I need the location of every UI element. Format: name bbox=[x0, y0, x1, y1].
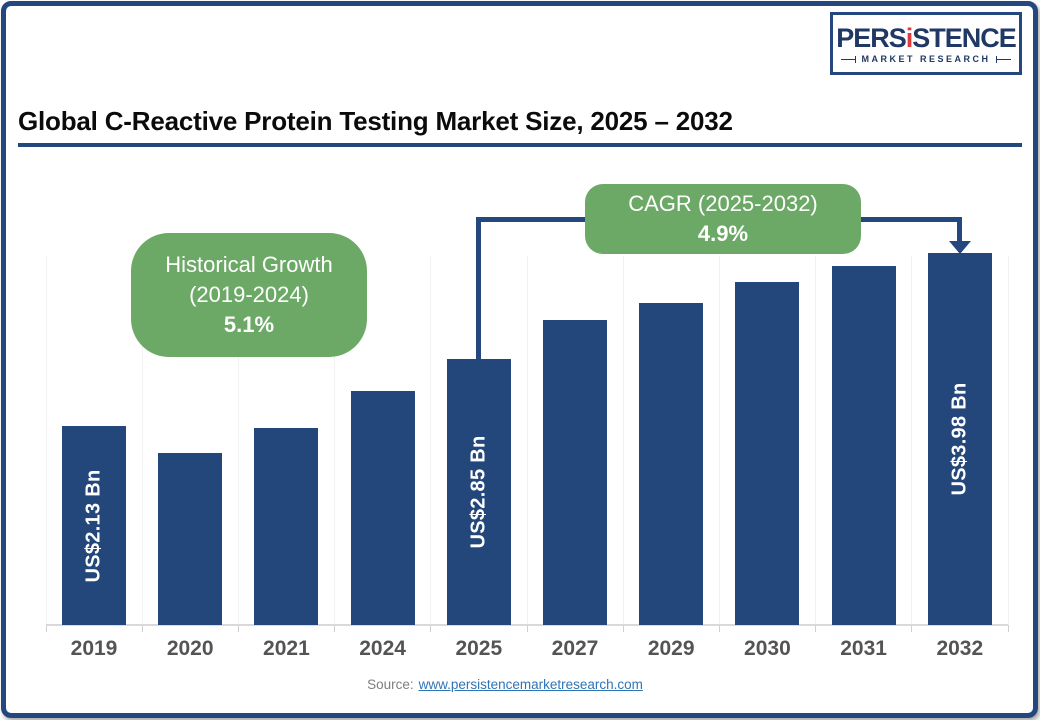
logo-left-tack-icon bbox=[841, 55, 857, 64]
page-title: Global C-Reactive Protein Testing Market… bbox=[18, 106, 733, 136]
plot-gridline bbox=[430, 256, 432, 625]
x-axis-tick bbox=[1007, 625, 1009, 632]
title-underline bbox=[18, 143, 1022, 147]
x-axis-label-2019: 2019 bbox=[70, 637, 118, 660]
plot-gridline bbox=[911, 256, 913, 625]
bar-2021 bbox=[254, 428, 319, 625]
x-axis-line bbox=[46, 624, 1008, 626]
x-axis-tick bbox=[430, 625, 432, 632]
plot-gridline bbox=[45, 256, 47, 625]
plot-gridline bbox=[622, 256, 624, 625]
x-axis-tick bbox=[911, 625, 913, 632]
x-axis-label-2025: 2025 bbox=[455, 637, 503, 660]
bar-value-label: US$2.85 Bn bbox=[467, 435, 490, 549]
x-axis-label-2030: 2030 bbox=[744, 637, 791, 660]
x-axis-tick bbox=[526, 625, 528, 632]
cagr-bracket-line bbox=[957, 219, 963, 241]
cagr-line1: CAGR (2025-2032) bbox=[628, 191, 818, 216]
cagr-value: 4.9% bbox=[697, 221, 749, 246]
source-line: Source: www.persistencemarketresearch.com bbox=[0, 677, 1010, 692]
bar-value-label: US$3.98 Bn bbox=[948, 382, 971, 496]
logo-tagline-text: MARKET RESEARCH bbox=[861, 54, 991, 64]
x-axis-tick bbox=[718, 625, 720, 632]
logo-red-i: i bbox=[905, 23, 913, 53]
logo-text-pre: PERS bbox=[836, 23, 907, 53]
cagr-callout: CAGR (2025-2032) 4.9% bbox=[585, 184, 861, 254]
brand-logo: PERSiSTENCE MARKET RESEARCH bbox=[830, 12, 1022, 75]
plot-gridline bbox=[526, 256, 528, 625]
x-axis-label-2021: 2021 bbox=[263, 637, 310, 660]
x-axis-label-2020: 2020 bbox=[166, 637, 214, 660]
x-axis-tick bbox=[141, 625, 143, 632]
plot-gridline bbox=[718, 256, 720, 625]
x-axis-tick bbox=[334, 625, 336, 632]
x-axis-tick bbox=[815, 625, 817, 632]
historical-growth-line1: Historical Growth bbox=[165, 252, 333, 277]
bar-value-label: US$2.13 Bn bbox=[82, 468, 105, 583]
plot-gridline bbox=[334, 256, 336, 625]
bar-2030 bbox=[735, 282, 800, 625]
source-label: Source: bbox=[367, 677, 414, 692]
x-axis-label-2024: 2024 bbox=[359, 637, 406, 660]
x-axis-label-2029: 2029 bbox=[647, 637, 695, 660]
x-axis-tick bbox=[622, 625, 624, 632]
logo-text-post: STENCE bbox=[912, 23, 1017, 53]
logo-wordmark: PERSiSTENCE bbox=[836, 23, 1017, 53]
plot-gridline bbox=[237, 256, 239, 625]
bar-2025: US$2.85 Bn bbox=[446, 359, 511, 625]
plot-gridline bbox=[141, 256, 143, 625]
bar-2024 bbox=[350, 391, 415, 625]
x-axis-tick bbox=[237, 625, 239, 632]
plot-gridline bbox=[1007, 256, 1009, 625]
x-axis-label-2027: 2027 bbox=[551, 637, 599, 660]
bar-2019: US$2.13 Bn bbox=[62, 426, 126, 625]
x-axis-label-2031: 2031 bbox=[840, 637, 887, 660]
cagr-bracket-line bbox=[476, 219, 482, 359]
x-axis-tick bbox=[45, 625, 47, 632]
bar-2031 bbox=[831, 266, 896, 625]
cagr-arrow-icon bbox=[948, 241, 971, 254]
source-link[interactable]: www.persistencemarketresearch.com bbox=[418, 677, 643, 692]
historical-growth-value: 5.1% bbox=[223, 312, 275, 337]
logo-tagline: MARKET RESEARCH bbox=[841, 54, 1011, 64]
historical-growth-line2: (2019-2024) bbox=[189, 282, 309, 307]
plot-gridline bbox=[815, 256, 817, 625]
bar-2020 bbox=[158, 453, 223, 625]
bar-2027 bbox=[543, 320, 607, 625]
historical-growth-callout: Historical Growth (2019-2024) 5.1% bbox=[131, 233, 367, 357]
bar-2032: US$3.98 Bn bbox=[927, 253, 992, 625]
x-axis-label-2032: 2032 bbox=[936, 637, 984, 660]
bar-2029 bbox=[639, 303, 704, 625]
logo-right-tack-icon bbox=[995, 55, 1011, 64]
